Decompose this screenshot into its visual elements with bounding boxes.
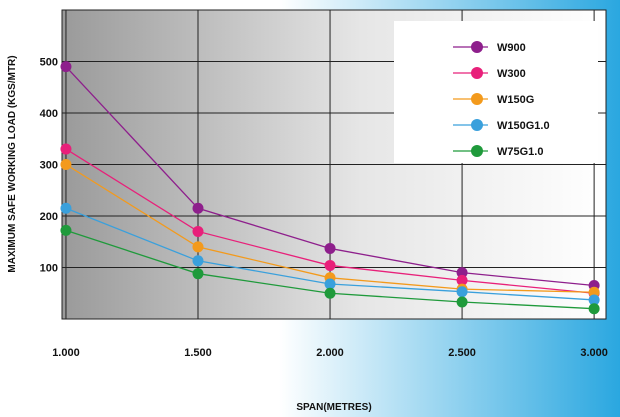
- legend-swatch-marker: [471, 67, 483, 79]
- data-point-w150g: [192, 241, 204, 253]
- x-tick-label: 1.500: [184, 347, 212, 359]
- data-point-w300: [60, 143, 72, 155]
- legend-label: W300: [497, 68, 526, 80]
- x-tick-label: 1.000: [52, 347, 80, 359]
- data-point-w900: [456, 267, 468, 279]
- y-tick-label: 200: [40, 211, 58, 223]
- data-point-w75g1-0: [588, 303, 600, 315]
- x-tick-label: 2.000: [316, 347, 344, 359]
- x-tick-label: 2.500: [448, 347, 476, 359]
- data-point-w150g1-0: [456, 286, 468, 298]
- data-point-w300: [456, 274, 468, 286]
- y-tick-label: 100: [40, 263, 58, 275]
- legend-item: W900: [453, 41, 526, 54]
- y-tick-label: 400: [40, 108, 58, 120]
- data-point-w150g1-0: [324, 278, 336, 290]
- data-point-w75g1-0: [60, 224, 72, 236]
- legend-item: W75G1.0: [453, 145, 543, 158]
- legend-swatch-marker: [471, 145, 483, 157]
- legend-item: W300: [453, 67, 526, 80]
- legend-item: W150G: [453, 93, 534, 106]
- data-point-w900: [192, 202, 204, 214]
- tick-labels: 1.000 1.500 2.000 2.500 3.000 100 200 300 400 500: [40, 57, 608, 360]
- legend-swatch-marker: [471, 93, 483, 105]
- y-axis-title: MAXIMUM SAFE WORKING LOAD (KGS/MTR): [7, 55, 18, 272]
- legend-swatch-marker: [471, 119, 483, 131]
- data-point-w150g: [60, 159, 72, 170]
- data-point-w75g1-0: [192, 268, 204, 280]
- legend-box: [394, 21, 598, 163]
- data-point-w150g1-0: [588, 294, 600, 306]
- legend-item: W150G1.0: [453, 119, 550, 132]
- data-point-w75g1-0: [456, 296, 468, 308]
- y-tick-label: 300: [40, 160, 58, 172]
- legend-label: W75G1.0: [497, 146, 543, 158]
- y-tick-label: 500: [40, 57, 58, 69]
- data-point-w150g: [588, 286, 600, 298]
- data-point-w900: [60, 61, 72, 73]
- x-tick-label: 3.000: [580, 347, 608, 359]
- x-axis-title: SPAN(METRES): [296, 402, 371, 413]
- legend-swatch-marker: [471, 41, 483, 53]
- data-point-w150g1-0: [192, 255, 204, 267]
- data-point-w300: [192, 225, 204, 237]
- data-point-w75g1-0: [324, 287, 336, 299]
- legend: W900 W300 W150G W150G1.0 W75G1.0: [394, 21, 598, 163]
- data-point-w150g1-0: [60, 202, 72, 214]
- series-layer: [60, 61, 600, 315]
- legend-label: W150G: [497, 94, 534, 106]
- legend-label: W900: [497, 42, 526, 54]
- legend-label: W150G1.0: [497, 120, 550, 132]
- data-point-w900: [324, 242, 336, 254]
- data-point-w300: [324, 259, 336, 271]
